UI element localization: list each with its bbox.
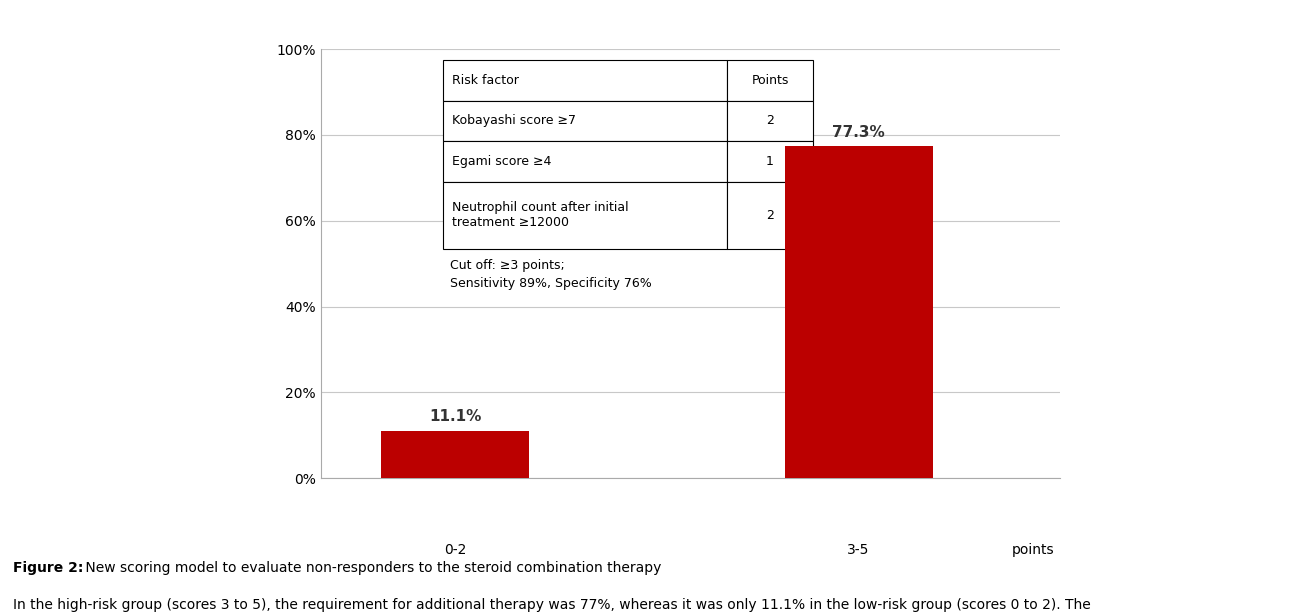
Bar <box>728 60 813 101</box>
Text: 11.1%: 11.1% <box>429 409 482 424</box>
Text: 77.3%: 77.3% <box>833 125 885 140</box>
Text: points: points <box>1012 543 1055 557</box>
Text: Cut off: ≥3 points;
Sensitivity 89%, Specificity 76%: Cut off: ≥3 points; Sensitivity 89%, Spe… <box>450 259 652 291</box>
Text: New scoring model to evaluate non-responders to the steroid combination therapy: New scoring model to evaluate non-respon… <box>81 561 661 575</box>
Bar <box>442 142 728 182</box>
Bar <box>442 60 728 101</box>
Text: Figure 2:: Figure 2: <box>13 561 84 575</box>
Text: 1: 1 <box>766 155 774 168</box>
Bar <box>442 101 728 142</box>
Bar <box>728 182 813 249</box>
Text: 0-2: 0-2 <box>444 543 466 557</box>
Text: In the high-risk group (scores 3 to 5), the requirement for additional therapy w: In the high-risk group (scores 3 to 5), … <box>13 598 1090 612</box>
Bar <box>381 430 529 478</box>
Text: 2: 2 <box>766 115 774 128</box>
Text: 2: 2 <box>766 209 774 222</box>
Text: 3-5: 3-5 <box>847 543 869 557</box>
Bar <box>442 182 728 249</box>
Text: Kobayashi score ≥7: Kobayashi score ≥7 <box>452 115 576 128</box>
Bar <box>728 101 813 142</box>
Bar <box>784 147 932 478</box>
Text: Neutrophil count after initial
treatment ≥12000: Neutrophil count after initial treatment… <box>452 201 628 229</box>
Text: Points: Points <box>751 74 789 86</box>
Bar <box>728 142 813 182</box>
Text: Egami score ≥4: Egami score ≥4 <box>452 155 551 168</box>
Text: Risk factor: Risk factor <box>452 74 518 86</box>
